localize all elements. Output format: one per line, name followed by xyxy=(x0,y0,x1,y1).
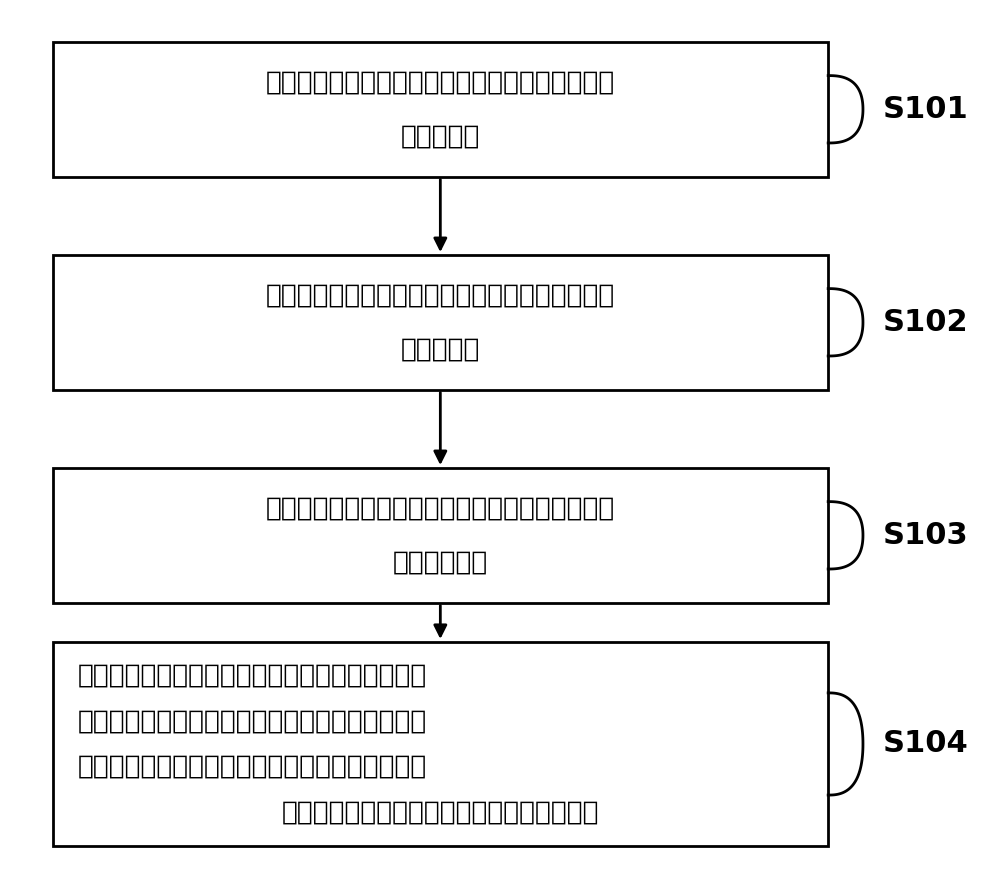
Text: 根据所述第一检测结果、第二检测结果和第三检测: 根据所述第一检测结果、第二检测结果和第三检测 xyxy=(77,663,427,689)
Text: S104: S104 xyxy=(883,730,969,759)
Bar xyxy=(53,42,828,177)
Text: 检测所述电子卡口中电子警察的工作状态，获取第: 检测所述电子卡口中电子警察的工作状态，获取第 xyxy=(266,283,615,308)
Text: 一检测结果: 一检测结果 xyxy=(401,123,480,150)
Text: 检测所述电子卡口实时的电压值和电流值，获取第: 检测所述电子卡口实时的电压值和电流值，获取第 xyxy=(266,69,615,95)
Bar xyxy=(53,468,828,603)
Text: S101: S101 xyxy=(883,94,969,123)
Text: S102: S102 xyxy=(883,308,968,337)
Text: S103: S103 xyxy=(883,521,968,550)
Text: 结果综合判断所述电子卡口是否发生故障以及具体: 结果综合判断所述电子卡口是否发生故障以及具体 xyxy=(77,708,427,734)
Text: 二检测结果: 二检测结果 xyxy=(401,336,480,362)
Text: 、电子警察发生故障以及交通信号机发生故障: 、电子警察发生故障以及交通信号机发生故障 xyxy=(282,799,599,825)
Text: 的故障类型，其中，所述故障类型包括：断电故障: 的故障类型，其中，所述故障类型包括：断电故障 xyxy=(77,753,427,780)
Bar xyxy=(53,642,828,846)
Text: 检测所述电子卡口中交通信号机的工作状态，获取: 检测所述电子卡口中交通信号机的工作状态，获取 xyxy=(266,495,615,522)
Text: 第三检测结果: 第三检测结果 xyxy=(393,550,488,575)
Bar xyxy=(53,255,828,389)
